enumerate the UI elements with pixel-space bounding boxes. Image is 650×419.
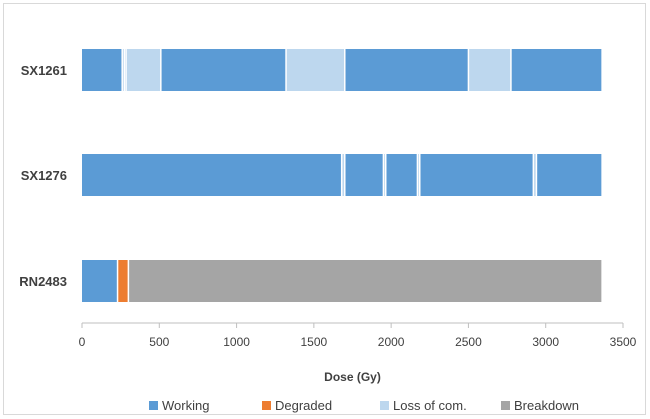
x-tick-label: 1000	[223, 335, 250, 349]
bar-segment-sx1261-5	[160, 49, 287, 91]
bar-segment-sx1276-4	[383, 154, 386, 196]
bar-segment-sx1276-1	[82, 154, 342, 196]
bar-segment-sx1261-1	[82, 49, 123, 91]
legend-label-working: Working	[162, 398, 209, 413]
legend-label-loss-of-com: Loss of com.	[393, 398, 467, 413]
x-tick-label: 1500	[301, 335, 328, 349]
bar-segment-sx1261-4	[126, 49, 161, 91]
x-tick-label: 3000	[532, 335, 559, 349]
bar-segment-sx1276-6	[417, 154, 420, 196]
bar-segment-rn2483-2	[117, 260, 129, 302]
legend-swatch-working	[149, 401, 158, 410]
legend-swatch-degraded	[262, 401, 271, 410]
bar-segment-sx1276-8	[533, 154, 537, 196]
legend: Working Degraded Loss of com. Breakdown	[149, 398, 579, 413]
x-tick-label: 2500	[455, 335, 482, 349]
bar-segment-sx1261-7	[344, 49, 469, 91]
x-axis-title: Dose (Gy)	[324, 370, 381, 384]
legend-label-degraded: Degraded	[275, 398, 332, 413]
bars-group	[82, 49, 602, 302]
bar-segment-sx1261-8	[468, 49, 511, 91]
bar-segment-sx1276-3	[344, 154, 384, 196]
legend-swatch-loss-of-com	[380, 401, 389, 410]
bar-segment-sx1276-2	[341, 154, 345, 196]
x-tick-label: 0	[79, 335, 86, 349]
category-label-sx1276: SX1276	[21, 168, 67, 183]
category-label-rn2483: RN2483	[19, 274, 67, 289]
bar-segment-rn2483-1	[82, 260, 118, 302]
bar-segment-sx1261-2	[122, 49, 125, 91]
bar-segment-rn2483-3	[128, 260, 602, 302]
legend-swatch-breakdown	[501, 401, 510, 410]
category-label-sx1261: SX1261	[21, 63, 67, 78]
x-tick-label: 3500	[610, 335, 637, 349]
x-tick-label: 500	[149, 335, 169, 349]
bar-segment-sx1261-9	[510, 49, 602, 91]
bar-segment-sx1276-9	[536, 154, 602, 196]
bar-segment-sx1261-6	[286, 49, 345, 91]
x-axis: 0 500 1000 1500 2000 2500 3000 3500	[79, 322, 637, 349]
bar-segment-sx1276-5	[385, 154, 418, 196]
legend-label-breakdown: Breakdown	[514, 398, 579, 413]
bar-segment-sx1261-3	[124, 49, 127, 91]
chart-area	[3, 3, 646, 415]
bar-segment-sx1276-7	[419, 154, 534, 196]
x-tick-label: 2000	[378, 335, 405, 349]
category-labels: SX1261 SX1276 RN2483	[19, 63, 67, 289]
